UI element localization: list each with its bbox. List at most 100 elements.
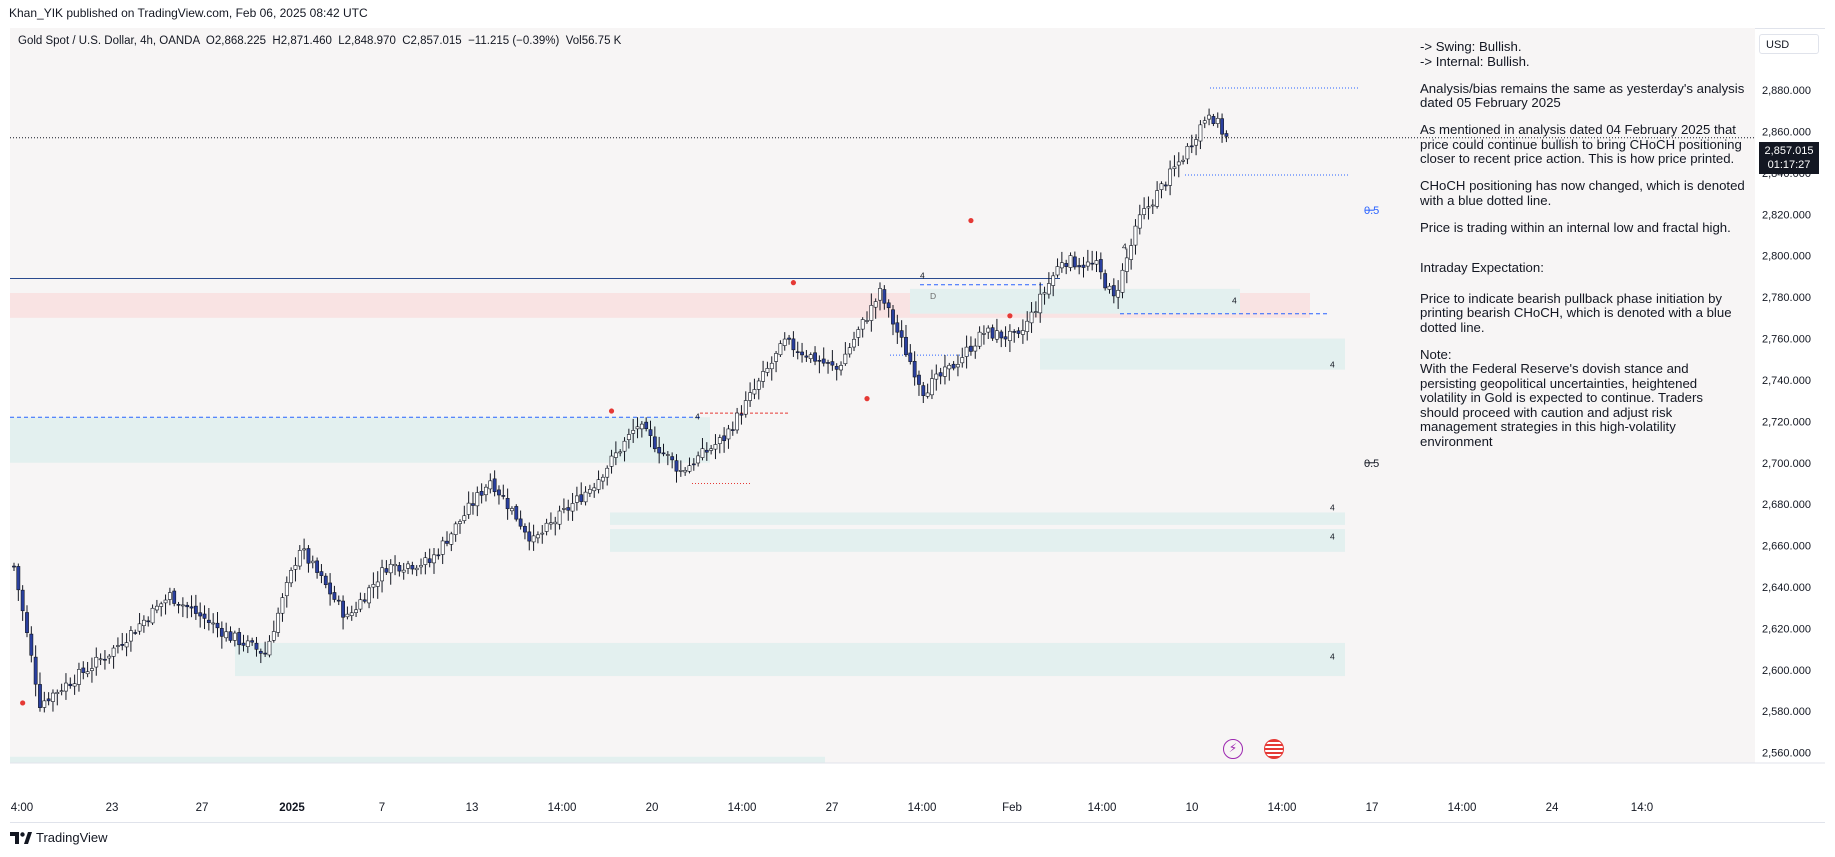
candle-body <box>657 447 662 454</box>
candle-body <box>878 288 882 301</box>
time-tick-label: 27 <box>826 802 839 814</box>
candle-body <box>29 633 34 656</box>
footer-brand: TradingView <box>36 830 108 845</box>
candle-body <box>882 289 887 304</box>
candle-body <box>258 650 263 654</box>
levels-layer <box>10 87 1755 484</box>
candle-body <box>419 565 423 568</box>
candle-body <box>1085 261 1090 267</box>
swing-point-marker <box>20 700 26 706</box>
candle-body <box>570 503 575 512</box>
candle-body <box>739 413 744 416</box>
candle-body <box>748 392 753 401</box>
candle-body <box>90 668 94 671</box>
time-tick-label: 14:00 <box>1448 802 1477 814</box>
candle-body <box>116 645 120 647</box>
candle-body <box>163 599 168 604</box>
candle-body <box>38 684 42 708</box>
candle-body <box>544 522 549 532</box>
price-tick-label: 2,580.000 <box>1762 706 1811 718</box>
candle-body <box>358 599 363 610</box>
candle-body <box>609 455 614 467</box>
candle-body <box>254 642 259 650</box>
price-tick-label: 2,860.000 <box>1762 127 1811 139</box>
currency-selector[interactable]: USD <box>1759 34 1819 54</box>
candle-body <box>1029 311 1034 324</box>
candle-body <box>180 604 185 607</box>
candle-body <box>583 491 588 503</box>
candle-body <box>16 566 21 591</box>
candle-body <box>886 302 891 309</box>
time-tick-label: 14:00 <box>548 802 577 814</box>
candle-body <box>1185 146 1190 160</box>
candle-body <box>371 584 376 588</box>
candle-body <box>215 622 220 629</box>
candle-body <box>1025 320 1030 332</box>
candle-body <box>1163 184 1168 187</box>
candle-body <box>1150 204 1155 207</box>
price-tick-label: 2,600.000 <box>1762 665 1811 677</box>
time-tick-label: 24 <box>1546 802 1559 814</box>
candle-body <box>917 374 921 385</box>
candle-body <box>25 612 29 633</box>
candle-body <box>232 632 237 641</box>
candle-body <box>510 508 514 512</box>
note-paragraph-2: As mentioned in analysis dated 04 Februa… <box>1420 122 1742 166</box>
candle-body <box>72 683 77 687</box>
candle-body <box>12 565 16 568</box>
candle-body <box>172 590 177 604</box>
candle-body <box>332 592 337 600</box>
candle-body <box>1103 273 1108 289</box>
us-flag-event-icon[interactable] <box>1264 739 1284 759</box>
candle-body <box>1159 183 1164 190</box>
candle-body <box>484 486 488 496</box>
candle-body <box>341 600 345 618</box>
candle-body <box>354 609 358 613</box>
demand-zone <box>910 288 1240 314</box>
candle-body <box>817 360 822 362</box>
candle-body <box>800 351 804 356</box>
candle-body <box>98 658 103 661</box>
candle-body <box>1224 133 1229 137</box>
candle-body <box>631 430 636 434</box>
fib-label-upper: 0.5 <box>1364 205 1379 217</box>
candle-body <box>518 518 523 527</box>
candle-body <box>713 444 718 450</box>
candle-body <box>756 380 761 390</box>
tradingview-logo[interactable]: TradingView <box>10 830 108 845</box>
note-paragraph-1: Analysis/bias remains the same as yester… <box>1420 80 1745 110</box>
candle-body <box>51 692 55 702</box>
candle-body <box>921 385 926 396</box>
candle-body <box>839 365 843 371</box>
candle-body <box>159 603 164 607</box>
candle-body <box>995 330 999 340</box>
zone-marker-label: 4 <box>1330 502 1335 512</box>
candle-body <box>1202 120 1207 124</box>
candle-body <box>982 333 986 335</box>
candle-body <box>1033 311 1038 313</box>
note-paragraph-6: Price to indicate bearish pullback phase… <box>1420 290 1732 335</box>
candle-body <box>1090 262 1095 265</box>
candle-body <box>423 557 428 565</box>
candle-body <box>453 523 458 535</box>
symbol-legend[interactable]: Gold Spot / U.S. Dollar, 4h, OANDA O2,86… <box>18 35 621 47</box>
candle-body <box>1146 206 1151 209</box>
candle-body <box>665 454 670 456</box>
candle-body <box>94 656 99 668</box>
candle-body <box>1059 262 1064 269</box>
candle-body <box>596 479 601 490</box>
candle-body <box>466 502 471 515</box>
candle-body <box>934 373 939 380</box>
candle-body <box>107 655 112 659</box>
lightning-event-icon[interactable]: ⚡ <box>1223 739 1243 759</box>
candle-body <box>146 620 151 623</box>
candle-body <box>791 338 796 351</box>
candle-body <box>33 656 38 685</box>
candle-body <box>769 362 774 370</box>
candle-body <box>1038 293 1043 314</box>
candle-body <box>830 361 835 366</box>
candle-body <box>834 365 839 370</box>
time-tick-label: Feb <box>1002 802 1022 814</box>
